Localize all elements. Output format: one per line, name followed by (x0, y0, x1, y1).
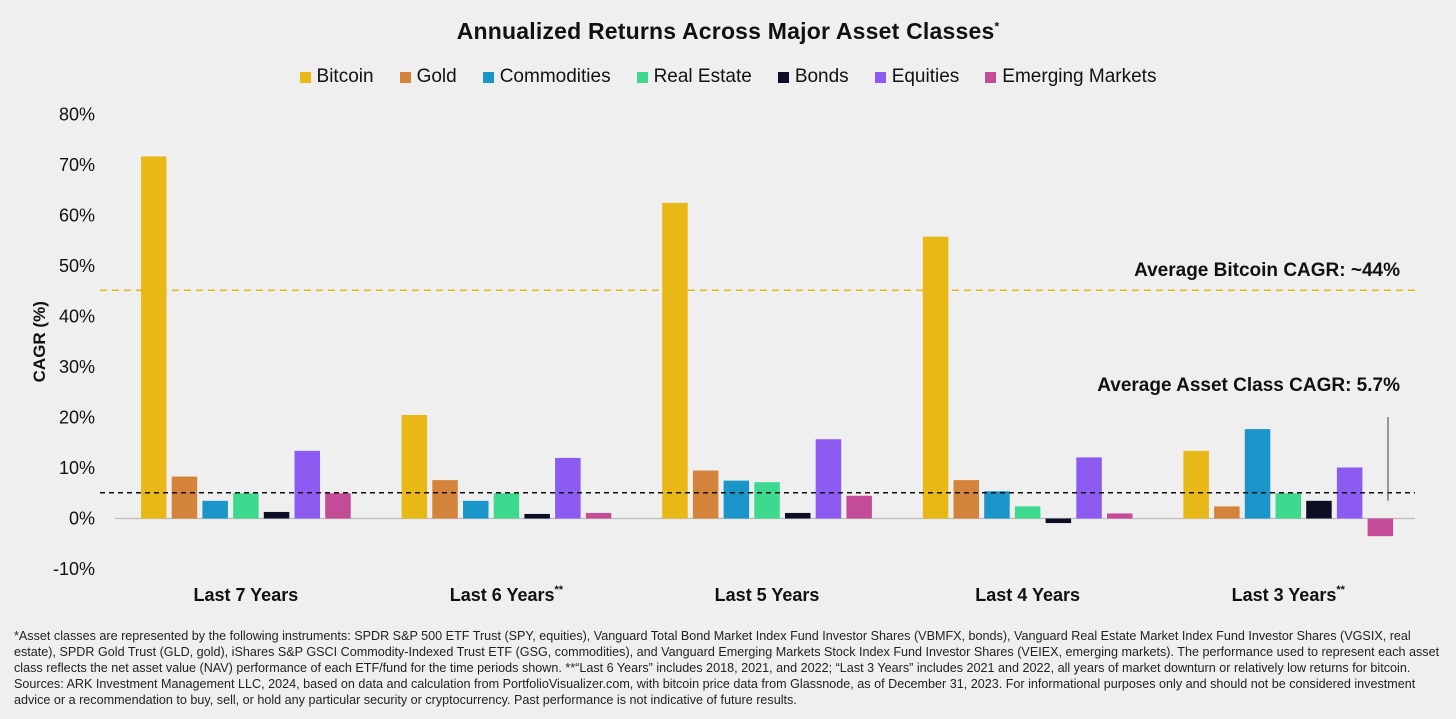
y-tick-label: 30% (59, 357, 95, 377)
x-tick-label: Last 5 Years (715, 585, 820, 605)
bar-gold (1214, 506, 1240, 519)
y-tick-label: 70% (59, 155, 95, 175)
legend-item-2: Commodities (482, 66, 611, 88)
bar-real-estate (233, 493, 259, 519)
legend-item-5: Equities (874, 66, 960, 88)
bar-gold (171, 476, 198, 519)
bar-gold (432, 480, 458, 519)
bar-bonds (785, 512, 811, 519)
bar-emerging-markets (585, 512, 612, 519)
bar-equities (815, 439, 842, 519)
y-tick-label: -10% (53, 559, 95, 579)
bar-equities (1076, 457, 1102, 519)
legend-label: Real Estate (653, 66, 752, 87)
legend-label: Gold (416, 66, 457, 87)
bitcoin-average-label: Average Bitcoin CAGR: ~44% (1134, 260, 1400, 281)
legend-item-0: Bitcoin (299, 66, 374, 88)
chart-title-text: Annualized Returns Across Major Asset Cl… (456, 18, 995, 44)
legend-label: Commodities (499, 66, 611, 87)
y-tick-label: 60% (59, 206, 95, 226)
bar-bitcoin (1183, 450, 1209, 519)
legend-label: Equities (891, 66, 960, 87)
legend-label: Bitcoin (316, 66, 374, 87)
y-tick-label: 80% (59, 105, 95, 125)
bar-commodities (463, 500, 489, 519)
x-tick-label: Last 6 Years** (450, 584, 564, 605)
x-tick-marker: ** (1336, 584, 1345, 596)
x-tick-label: Last 4 Years (975, 585, 1080, 605)
legend-label: Bonds (794, 66, 849, 87)
legend-item-4: Bonds (777, 66, 849, 88)
bar-emerging-markets (846, 495, 872, 519)
bar-equities (555, 457, 581, 519)
bar-real-estate (1275, 493, 1301, 519)
legend-swatch (482, 71, 494, 83)
bar-bitcoin (401, 414, 428, 519)
legend-swatch (874, 71, 886, 83)
legend-item-6: Emerging Markets (985, 66, 1156, 88)
x-tick-label: Last 3 Years** (1232, 584, 1346, 605)
bar-chart: -10% 0% 10% 20% 30% 40% 50% 60% 70% 80% CAGR (%) La… (30, 105, 1415, 605)
bar-bonds (1045, 518, 1072, 524)
legend-swatch (299, 71, 311, 83)
legend-item-3: Real Estate (636, 66, 752, 88)
y-tick-label: 40% (59, 307, 95, 327)
bar-bitcoin (662, 202, 688, 519)
chart-legend: Bitcoin Gold Commodities Real Estate Bonds Eq… (0, 66, 1456, 88)
legend-swatch (985, 71, 997, 83)
bar-bitcoin (141, 156, 167, 519)
bar-emerging-markets (1107, 513, 1133, 519)
bar-commodities (984, 491, 1010, 519)
y-axis-label: CAGR (%) (30, 301, 49, 382)
asset-class-average-label: Average Asset Class CAGR: 5.7% (1097, 375, 1400, 396)
y-tick-label: 10% (59, 458, 95, 478)
bar-commodities (723, 480, 750, 519)
y-tick-label: 0% (69, 509, 95, 529)
bar-emerging-markets (325, 493, 351, 519)
legend-item-1: Gold (399, 66, 457, 88)
bar-bonds (1306, 500, 1332, 519)
bar-gold (692, 470, 719, 519)
y-tick-label: 20% (59, 408, 95, 428)
bar-emerging-markets (1367, 518, 1394, 537)
bar-real-estate (1014, 506, 1041, 519)
footnote: *Asset classes are represented by the fo… (14, 629, 1440, 707)
bar-real-estate (493, 493, 520, 519)
x-tick-marker: ** (555, 584, 564, 596)
bar-equities (294, 450, 320, 519)
x-tick-label: Last 7 Years (193, 585, 298, 605)
bar-commodities (1244, 429, 1271, 519)
bar-equities (1336, 467, 1363, 519)
bar-commodities (202, 500, 228, 519)
legend-swatch (636, 71, 648, 83)
bar-bonds (524, 513, 550, 519)
bar-bitcoin (922, 236, 949, 519)
bar-bonds (263, 511, 290, 519)
bar-real-estate (754, 482, 780, 519)
legend-swatch (777, 71, 789, 83)
bar-gold (953, 480, 979, 519)
y-tick-label: 50% (59, 256, 95, 276)
legend-swatch (399, 71, 411, 83)
chart-title-marker: * (994, 19, 1000, 34)
legend-label: Emerging Markets (1002, 66, 1157, 87)
chart-title: Annualized Returns Across Major Asset Cl… (0, 18, 1456, 45)
